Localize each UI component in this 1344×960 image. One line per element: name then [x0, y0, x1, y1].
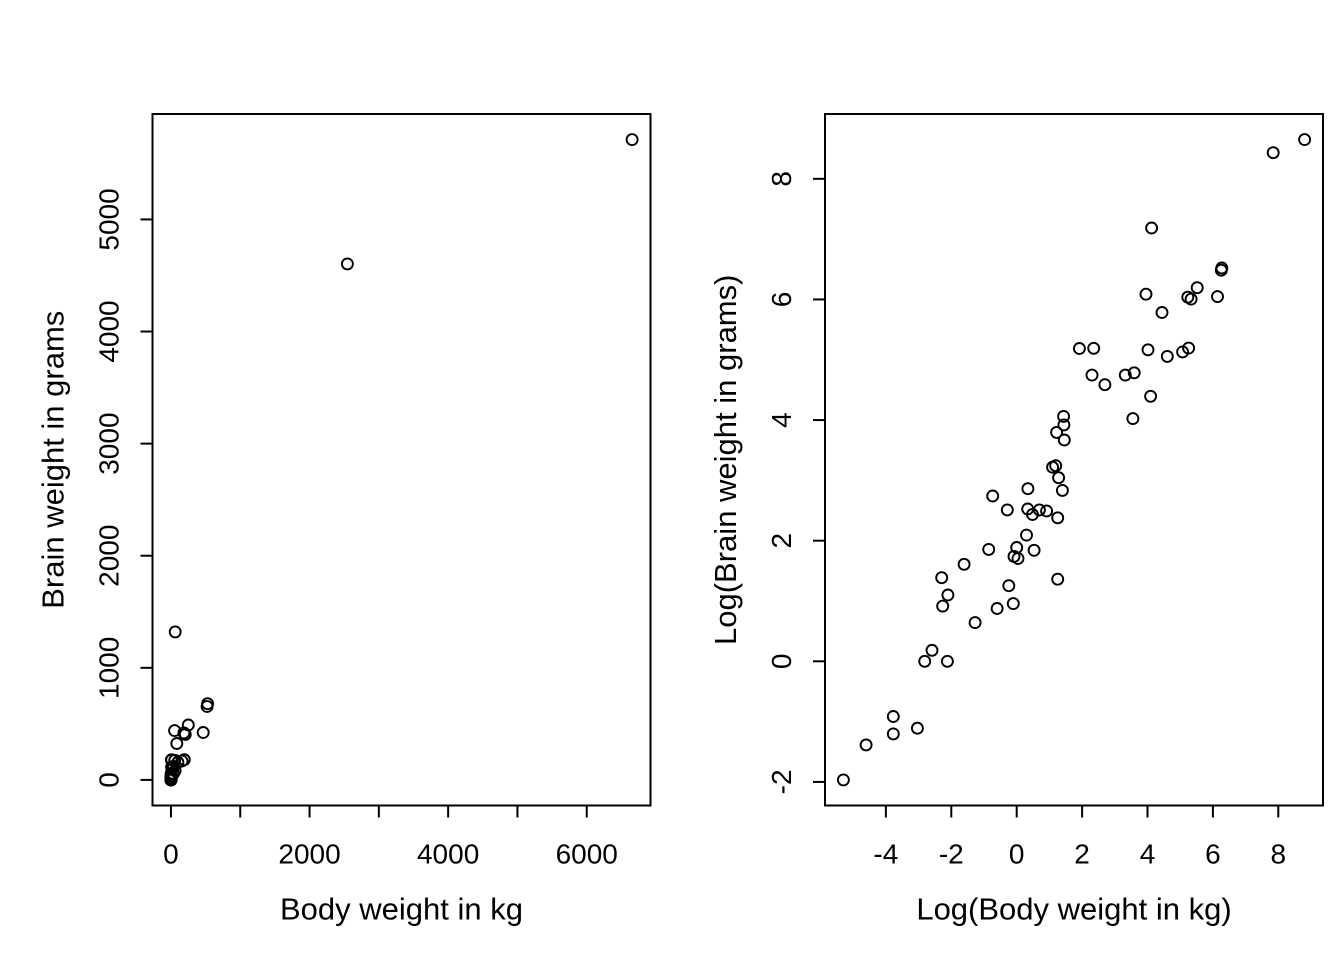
- data-point: [1027, 543, 1041, 557]
- data-point: [196, 726, 210, 739]
- x-tick-label: 6000: [556, 839, 618, 870]
- data-point: [1057, 433, 1071, 447]
- data-point: [164, 767, 178, 781]
- data-point: [1141, 343, 1155, 357]
- data-point: [1007, 549, 1021, 563]
- data-point: [918, 654, 932, 668]
- data-point: [886, 710, 900, 723]
- data-point: [1085, 368, 1099, 382]
- data-point: [910, 721, 924, 735]
- data-point: [1010, 541, 1024, 554]
- x-tick-label: 0: [163, 839, 179, 870]
- x-axis-title: Body weight in kg: [280, 892, 523, 927]
- data-point: [886, 727, 900, 741]
- data-point: [940, 654, 954, 668]
- data-point: [181, 718, 195, 732]
- data-point: [982, 542, 996, 556]
- data-point: [1050, 425, 1064, 439]
- x-tick-label: 4: [1140, 839, 1156, 870]
- data-point: [836, 773, 850, 787]
- data-point: [1040, 504, 1054, 518]
- data-point: [1026, 508, 1039, 521]
- data-point: [1021, 482, 1035, 496]
- x-tick-label: 8: [1271, 839, 1287, 870]
- data-point: [1144, 389, 1158, 403]
- data-point: [1190, 281, 1204, 295]
- y-axis-title: Brain weight in grams: [36, 311, 71, 609]
- y-tick-label: 2000: [94, 525, 125, 587]
- data-point: [1087, 341, 1101, 355]
- data-point: [1057, 409, 1071, 423]
- y-tick-label: 0: [766, 654, 797, 670]
- data-point: [1127, 366, 1141, 380]
- data-point: [1160, 349, 1174, 363]
- data-point: [1051, 511, 1065, 525]
- y-tick-label: 0: [94, 772, 125, 788]
- data-point: [986, 489, 1000, 503]
- data-point: [340, 257, 354, 271]
- x-tick-label: 0: [1009, 839, 1025, 870]
- data-point: [1046, 460, 1060, 474]
- data-point: [170, 737, 184, 750]
- data-point: [1020, 528, 1033, 542]
- x-tick-label: -2: [939, 839, 964, 870]
- data-point: [201, 697, 215, 711]
- data-point: [1139, 287, 1153, 301]
- y-tick-label: 6: [766, 292, 797, 308]
- data-point: [1051, 572, 1065, 586]
- data-point: [859, 738, 873, 752]
- data-point: [1298, 133, 1312, 147]
- y-tick-label: 8: [766, 171, 797, 187]
- y-tick-label: 5000: [94, 188, 125, 250]
- data-point: [1057, 418, 1071, 432]
- x-axis-title: Log(Body weight in kg): [916, 892, 1231, 927]
- data-point: [1184, 292, 1198, 306]
- data-point: [1098, 378, 1112, 392]
- data-point: [168, 625, 182, 639]
- y-tick-label: 4000: [94, 300, 125, 362]
- y-tick-label: 3000: [94, 412, 125, 474]
- data-point: [1211, 290, 1224, 304]
- data-point: [1145, 221, 1159, 235]
- data-point: [1155, 306, 1169, 319]
- data-point: [1052, 471, 1066, 485]
- data-point: [957, 557, 971, 571]
- data-point: [1006, 597, 1020, 611]
- data-point: [968, 616, 982, 630]
- y-axis-title: Log(Brain weight in grams): [708, 275, 743, 645]
- data-point: [1055, 483, 1069, 497]
- data-point: [925, 643, 939, 657]
- data-point: [168, 724, 182, 738]
- data-point: [990, 602, 1004, 615]
- data-point: [1072, 342, 1086, 355]
- x-tick-label: 4000: [417, 839, 479, 870]
- x-tick-label: 2: [1074, 839, 1090, 870]
- x-tick-label: 2000: [278, 839, 340, 870]
- data-point: [175, 754, 189, 768]
- data-point: [936, 599, 950, 613]
- data-point: [1002, 579, 1016, 593]
- y-tick-label: 4: [766, 412, 797, 428]
- y-tick-label: -2: [766, 769, 797, 794]
- x-tick-label: 6: [1205, 839, 1221, 870]
- data-point: [1176, 345, 1190, 359]
- y-tick-label: 1000: [94, 637, 125, 699]
- data-point: [1215, 261, 1229, 275]
- data-point: [1118, 368, 1132, 382]
- plot-box: [824, 113, 1324, 807]
- y-tick-label: 2: [766, 533, 797, 549]
- data-point: [941, 588, 955, 602]
- scatter-panel-raw: 0 2000 4000 6000 0 1000 2000 3000 4000 5000 Body w…: [36, 113, 652, 927]
- data-point: [935, 571, 949, 585]
- data-point: [625, 133, 639, 147]
- data-point: [1266, 146, 1280, 160]
- x-tick-label: -4: [873, 839, 898, 870]
- data-point: [1126, 412, 1140, 426]
- plot-box: [151, 113, 652, 807]
- data-point: [1000, 503, 1014, 517]
- scatter-panel-log: -4 -2 0 2 4 6 8 -2 0 2 4 6 8 Log(Body weight in kg) Lo…: [708, 113, 1324, 927]
- data-point: [164, 773, 178, 787]
